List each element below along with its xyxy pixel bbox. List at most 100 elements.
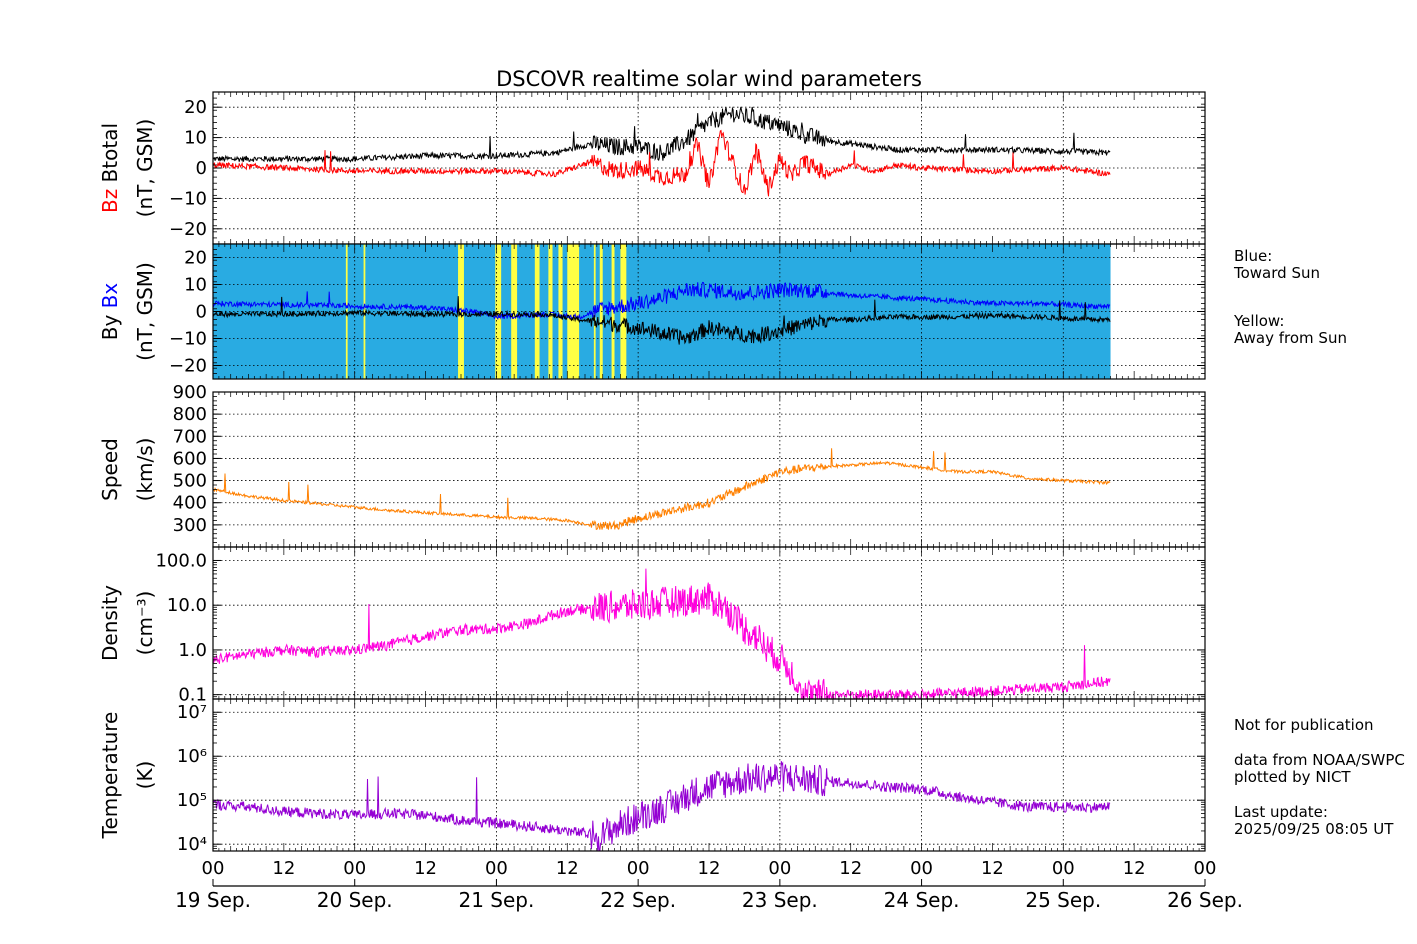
legend-away-from-sun-line: Away from Sun bbox=[1234, 329, 1347, 347]
y-axis-label-part: Btotal bbox=[98, 123, 122, 189]
y-axis-label-part: Bx bbox=[98, 283, 122, 315]
note-not-for-publication: Not for publication bbox=[1234, 716, 1374, 734]
panel-temperature: 10⁷ 10⁶ 10⁵ 10⁴ Temperature (K) bbox=[98, 698, 1206, 855]
legend-toward-sun-line: Blue: bbox=[1234, 247, 1272, 265]
y-axis-label-part: Speed bbox=[98, 438, 122, 501]
date-tick-label: 20 Sep. bbox=[317, 888, 393, 912]
series-line-bz bbox=[213, 129, 1111, 197]
hour-tick-label: 00 bbox=[485, 858, 508, 879]
away-sun-band bbox=[558, 244, 563, 379]
y-tick-label: 10 bbox=[184, 275, 207, 296]
series-line-bx bbox=[213, 281, 1111, 321]
time-axis: 00 12 00 12 00 12 00 12 00 12 00 12 00 12 00 19 Sep. 20 … bbox=[175, 858, 1243, 912]
y-tick-label: −10 bbox=[169, 329, 207, 350]
note-last-update-line: Last update: bbox=[1234, 803, 1328, 821]
y-tick-label: 10⁵ bbox=[177, 790, 207, 811]
y-tick-label: −10 bbox=[169, 188, 207, 209]
panel-frame bbox=[212, 698, 1206, 852]
note-data-source-line: plotted by NICT bbox=[1234, 768, 1351, 786]
y-tick-label: 300 bbox=[173, 515, 207, 536]
panel-mag-bz-bt: 20 10 0 −10 −20 Bz Btotal (nT, GSM) bbox=[98, 91, 1206, 245]
hour-tick-label: 00 bbox=[202, 858, 225, 879]
y-axis-label-part: Bz bbox=[98, 189, 122, 213]
y-tick-label: −20 bbox=[169, 356, 207, 377]
y-tick-label: 20 bbox=[184, 97, 207, 118]
y-axis-unit: (km/s) bbox=[133, 438, 157, 502]
y-tick-label: 10⁴ bbox=[177, 834, 207, 855]
note-not-for-publication-line: Not for publication bbox=[1234, 716, 1374, 734]
legend-away-from-sun: Yellow: Away from Sun bbox=[1233, 312, 1347, 347]
y-tick-label: 10⁶ bbox=[177, 746, 207, 767]
legend-toward-sun: Blue: Toward Sun bbox=[1233, 247, 1320, 282]
hour-tick-label: 00 bbox=[768, 858, 791, 879]
hour-tick-label: 00 bbox=[910, 858, 933, 879]
panels-layer: 20 10 0 −10 −20 Bz Btotal (nT, GSM) 20 10 0 −10 −20… bbox=[98, 91, 1206, 855]
date-tick-label: 21 Sep. bbox=[458, 888, 534, 912]
date-tick-label: 24 Sep. bbox=[884, 888, 960, 912]
hour-tick-label: 12 bbox=[414, 858, 437, 879]
hour-tick-label: 12 bbox=[698, 858, 721, 879]
date-tick-label: 23 Sep. bbox=[742, 888, 818, 912]
y-tick-label: 1.0 bbox=[178, 640, 207, 661]
y-axis-unit: (nT, GSM) bbox=[133, 119, 157, 218]
panel-series bbox=[213, 568, 1111, 699]
y-tick-label: 0.1 bbox=[178, 685, 207, 706]
y-axis-label: Temperature bbox=[98, 712, 122, 840]
panel-density: 100.0 10.0 1.0 0.1 Density (cm⁻³) bbox=[98, 546, 1206, 706]
panel-grid bbox=[213, 547, 1205, 699]
away-sun-band bbox=[620, 244, 627, 379]
y-tick-label: −20 bbox=[169, 219, 207, 240]
series-line-temperature bbox=[213, 761, 1111, 851]
y-axis-unit: (cm⁻³) bbox=[133, 591, 157, 656]
y-tick-label: 700 bbox=[173, 426, 207, 447]
y-axis-unit: (K) bbox=[133, 761, 157, 790]
hour-tick-label: 00 bbox=[1052, 858, 1075, 879]
panel-frame bbox=[212, 391, 1206, 548]
panel-series bbox=[213, 281, 1111, 345]
series-line-density bbox=[213, 568, 1111, 699]
date-tick-label: 22 Sep. bbox=[600, 888, 676, 912]
y-axis-label-part: Density bbox=[98, 585, 122, 661]
y-tick-label: 20 bbox=[184, 248, 207, 269]
y-tick-label: 400 bbox=[173, 493, 207, 514]
away-sun-band bbox=[345, 244, 348, 379]
note-data-source: data from NOAA/SWPC plotted by NICT bbox=[1234, 751, 1405, 786]
y-axis-label-part: By bbox=[98, 315, 122, 341]
y-tick-label: 0 bbox=[196, 302, 207, 323]
y-axis-label: Density bbox=[98, 585, 122, 661]
chart-title: DSCOVR realtime solar wind parameters bbox=[496, 67, 922, 91]
series-line-btotal bbox=[213, 106, 1111, 164]
y-tick-label: 600 bbox=[173, 448, 207, 469]
panel-frame bbox=[212, 546, 1206, 700]
y-axis-label-part: Temperature bbox=[98, 712, 122, 840]
y-tick-label: 10 bbox=[184, 128, 207, 149]
panel-grid bbox=[213, 92, 1205, 244]
y-tick-label: 10.0 bbox=[167, 595, 207, 616]
date-tick-label: 26 Sep. bbox=[1167, 888, 1243, 912]
panel-series bbox=[213, 448, 1111, 531]
y-tick-label: 0 bbox=[196, 158, 207, 179]
hour-tick-label: 00 bbox=[343, 858, 366, 879]
panel-grid bbox=[213, 244, 1205, 379]
legend-away-from-sun-line: Yellow: bbox=[1233, 312, 1284, 330]
panel-grid bbox=[213, 699, 1205, 851]
hour-tick-label: 12 bbox=[839, 858, 862, 879]
note-last-update-line: 2025/09/25 08:05 UT bbox=[1234, 820, 1394, 838]
panel-grid bbox=[213, 392, 1205, 547]
series-line-speed bbox=[213, 448, 1111, 531]
note-last-update: Last update: 2025/09/25 08:05 UT bbox=[1234, 803, 1394, 838]
y-tick-label: 800 bbox=[173, 404, 207, 425]
y-axis-unit: (nT, GSM) bbox=[133, 262, 157, 361]
hour-tick-label: 00 bbox=[627, 858, 650, 879]
y-tick-label: 10⁷ bbox=[177, 702, 207, 723]
hour-tick-label: 12 bbox=[1123, 858, 1146, 879]
panel-mag-by-bx: 20 10 0 −10 −20 By Bx (nT, GSM) bbox=[98, 243, 1206, 380]
y-axis-label: Speed bbox=[98, 438, 122, 501]
hour-tick-label: 00 bbox=[1194, 858, 1217, 879]
panel-series bbox=[213, 106, 1111, 197]
side-annotations: Blue: Toward Sun Yellow: Away from Sun Not f… bbox=[1233, 247, 1405, 838]
y-axis-label: By Bx bbox=[98, 283, 122, 341]
away-sun-band bbox=[363, 244, 366, 379]
